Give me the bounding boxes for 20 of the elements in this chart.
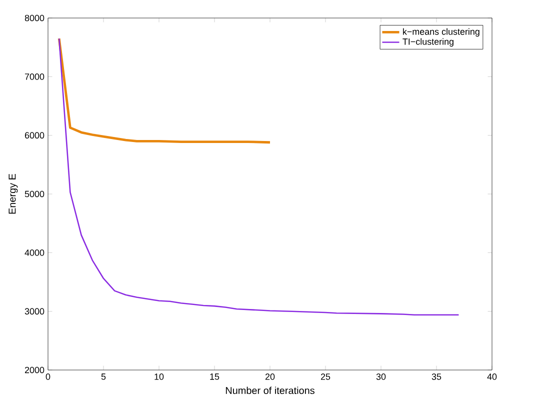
x-tick-label: 30 <box>376 374 386 380</box>
y-axis-title: Energy E <box>8 174 18 214</box>
x-tick-label: 25 <box>320 374 330 380</box>
x-tick-label: 10 <box>154 374 164 380</box>
legend-label: TI−clustering <box>402 38 454 47</box>
y-tick-label: 3000 <box>24 308 44 315</box>
y-tick-label: 2000 <box>24 366 44 374</box>
x-tick-label: 0 <box>46 374 50 380</box>
legend-label: k−means clustering <box>403 28 480 37</box>
x-tick-label: 35 <box>432 374 442 380</box>
x-tick-label: 20 <box>265 374 275 380</box>
x-axis-title: Number of iterations <box>226 386 314 394</box>
y-tick-label: 5000 <box>24 190 44 198</box>
y-tick-label: 8000 <box>24 14 44 22</box>
x-tick-label: 40 <box>487 374 497 380</box>
x-tick-label: 5 <box>101 374 106 380</box>
x-tick-label: 15 <box>210 374 220 380</box>
y-tick-label: 7000 <box>24 73 44 80</box>
y-tick-label: 6000 <box>24 132 44 139</box>
y-tick-label: 4000 <box>24 249 44 256</box>
